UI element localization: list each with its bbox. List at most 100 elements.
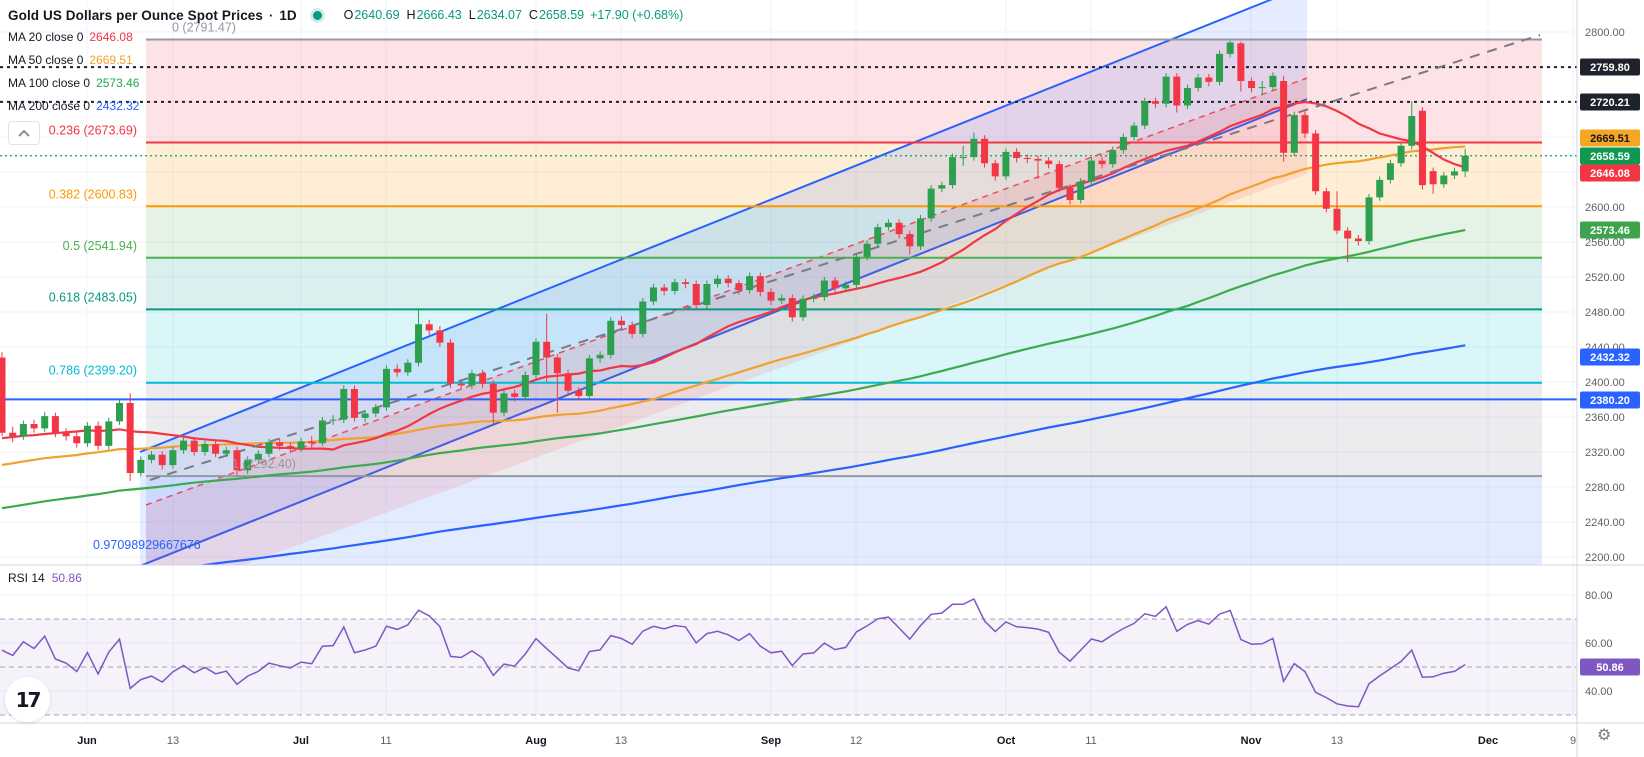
- price-axis-label: 2520.00: [1585, 272, 1625, 284]
- time-axis[interactable]: Jun 13 Jul 11 Aug 13 Sep 12 Oct 11 Nov 13 Dec 9: [77, 735, 1576, 747]
- price-axis-label: 2480.00: [1585, 307, 1625, 319]
- inner-channel-fill[interactable]: [146, 78, 1307, 601]
- svg-text:2658.59: 2658.59: [1590, 151, 1630, 163]
- symbol-title: Gold US Dollars per Ounce Spot Prices: [8, 7, 264, 23]
- time-axis-label: 12: [850, 735, 862, 747]
- channel-lower-line[interactable]: [139, 98, 1308, 566]
- time-axis-label: Oct: [997, 735, 1016, 747]
- price-axis-label: 2200.00: [1585, 552, 1625, 564]
- svg-text:2759.80: 2759.80: [1590, 62, 1630, 74]
- price-badge: 2432.32: [1580, 348, 1640, 366]
- channel-upper-line[interactable]: [139, 0, 1307, 453]
- rsi-line: [1, 597, 1466, 708]
- title-separator: ·: [269, 7, 274, 23]
- symbol-legend-row[interactable]: Gold US Dollars per Ounce Spot Prices · …: [8, 5, 683, 25]
- collapse-legend-button[interactable]: [8, 121, 40, 145]
- axis-settings-gear-icon[interactable]: ⚙: [1597, 725, 1612, 744]
- svg-text:2720.21: 2720.21: [1590, 97, 1630, 109]
- fib-level-lines[interactable]: [146, 38, 1542, 478]
- trend-line-dashed[interactable]: [149, 34, 1541, 481]
- ascending-channel-fill[interactable]: [140, 0, 1307, 566]
- rsi-axis-label: 80.00: [1585, 590, 1613, 602]
- price-badge: 2720.21: [1580, 93, 1640, 111]
- tradingview-logo-glyph: 17: [15, 687, 42, 712]
- rsi-legend[interactable]: RSI 14 50.86: [8, 569, 82, 587]
- ma20-line[interactable]: [1, 100, 1466, 451]
- svg-text:2646.08: 2646.08: [1590, 168, 1630, 180]
- time-axis-label: 13: [167, 735, 179, 747]
- svg-text:2432.32: 2432.32: [1590, 352, 1630, 364]
- price-axis-label: 2560.00: [1585, 237, 1625, 249]
- ma20-label: MA 20 close 0: [8, 29, 84, 44]
- candlesticks[interactable]: [0, 40, 1469, 481]
- time-axis-label: 9: [1570, 735, 1576, 747]
- price-axis[interactable]: 2800.002760.002720.002680.002640.002600.…: [1576, 0, 1644, 757]
- svg-text:50.86: 50.86: [1596, 662, 1624, 674]
- ma100-value: 2573.46: [96, 75, 140, 90]
- ma20-value: 2646.08: [89, 29, 133, 44]
- price-axis-label: 2280.00: [1585, 482, 1625, 494]
- price-badge: 2669.51: [1580, 129, 1640, 147]
- svg-text:0.5 (2541.94): 0.5 (2541.94): [63, 239, 137, 253]
- inner-channel-dashed-line[interactable]: [145, 77, 1308, 506]
- high-value: 2666.43: [416, 8, 462, 22]
- rsi-pane[interactable]: [0, 597, 1577, 716]
- price-badge: 2759.80: [1580, 58, 1640, 76]
- rsi-axis-label: 60.00: [1585, 638, 1613, 650]
- time-axis-label: Jun: [77, 735, 97, 747]
- price-badge: 50.86: [1580, 658, 1640, 676]
- fib-retracement-bands: [146, 39, 1542, 565]
- svg-text:1 (2292.40): 1 (2292.40): [232, 457, 296, 471]
- svg-text:0.786 (2399.20): 0.786 (2399.20): [49, 364, 137, 378]
- price-axis-label: 2320.00: [1585, 447, 1625, 459]
- svg-text:2669.51: 2669.51: [1590, 133, 1630, 145]
- time-axis-label: Aug: [525, 735, 546, 747]
- price-axis-label: 2400.00: [1585, 377, 1625, 389]
- svg-text:0.236 (2673.69): 0.236 (2673.69): [49, 124, 137, 138]
- low-value: 2634.07: [476, 8, 522, 22]
- ma100-line[interactable]: [1, 228, 1466, 510]
- fib-level-labels: 0 (2791.47) 0.236 (2673.69) 0.382 (2600.83…: [49, 20, 296, 471]
- time-axis-label: 13: [615, 735, 627, 747]
- price-axis-label: 2360.00: [1585, 412, 1625, 424]
- tradingview-logo[interactable]: 17: [5, 677, 50, 722]
- price-badge: 2646.08: [1580, 164, 1640, 182]
- time-axis-label: Nov: [1241, 735, 1263, 747]
- ma50-legend[interactable]: MA 50 close 0 2669.51: [8, 48, 683, 71]
- interval-label[interactable]: 1D: [279, 7, 297, 23]
- ma200-label: MA 200 close 0: [8, 98, 91, 113]
- rsi-value: 50.86: [51, 571, 82, 585]
- price-axis-label: 2240.00: [1585, 517, 1625, 529]
- time-axis-label: 13: [1331, 735, 1343, 747]
- svg-text:0.382 (2600.83): 0.382 (2600.83): [49, 187, 137, 201]
- price-badge: 2573.46: [1580, 221, 1640, 239]
- svg-text:2380.20: 2380.20: [1590, 395, 1630, 407]
- ma100-label: MA 100 close 0: [8, 75, 91, 90]
- rsi-axis-label: 40.00: [1585, 686, 1613, 698]
- ma50-label: MA 50 close 0: [8, 52, 84, 67]
- market-status-icon: [312, 10, 322, 20]
- ma50-value: 2669.51: [89, 52, 133, 67]
- price-badge: 2658.59: [1580, 147, 1640, 165]
- time-axis-label: Jul: [293, 735, 309, 747]
- price-axis-label: 2800.00: [1585, 27, 1625, 39]
- chart-legend: Gold US Dollars per Ounce Spot Prices · …: [8, 5, 683, 145]
- ma200-line[interactable]: [2, 344, 1466, 594]
- time-axis-label: Dec: [1478, 735, 1498, 747]
- svg-text:2573.46: 2573.46: [1590, 225, 1630, 237]
- main-pane[interactable]: 0 (2791.47) 0.236 (2673.69) 0.382 (2600.83…: [0, 0, 1577, 601]
- ma200-value: 2432.32: [96, 98, 140, 113]
- time-axis-label: Sep: [761, 735, 781, 747]
- change-value: +17.90 (+0.68%): [590, 8, 684, 22]
- ma20-legend[interactable]: MA 20 close 0 2646.08: [8, 25, 683, 48]
- price-badge: 2380.20: [1580, 391, 1640, 409]
- svg-text:0.618 (2483.05): 0.618 (2483.05): [49, 290, 137, 304]
- ma200-legend[interactable]: MA 200 close 0 2432.32: [8, 94, 683, 117]
- close-value: 2658.59: [538, 8, 585, 22]
- ma100-legend[interactable]: MA 100 close 0 2573.46: [8, 71, 683, 94]
- svg-text:0 (2791.47): 0 (2791.47): [172, 20, 236, 34]
- open-value: 2640.69: [354, 8, 400, 22]
- ohlc-values: O2640.69 H2666.43 L2634.07 C2658.59: [343, 8, 585, 22]
- rsi-name: RSI 14: [8, 571, 45, 585]
